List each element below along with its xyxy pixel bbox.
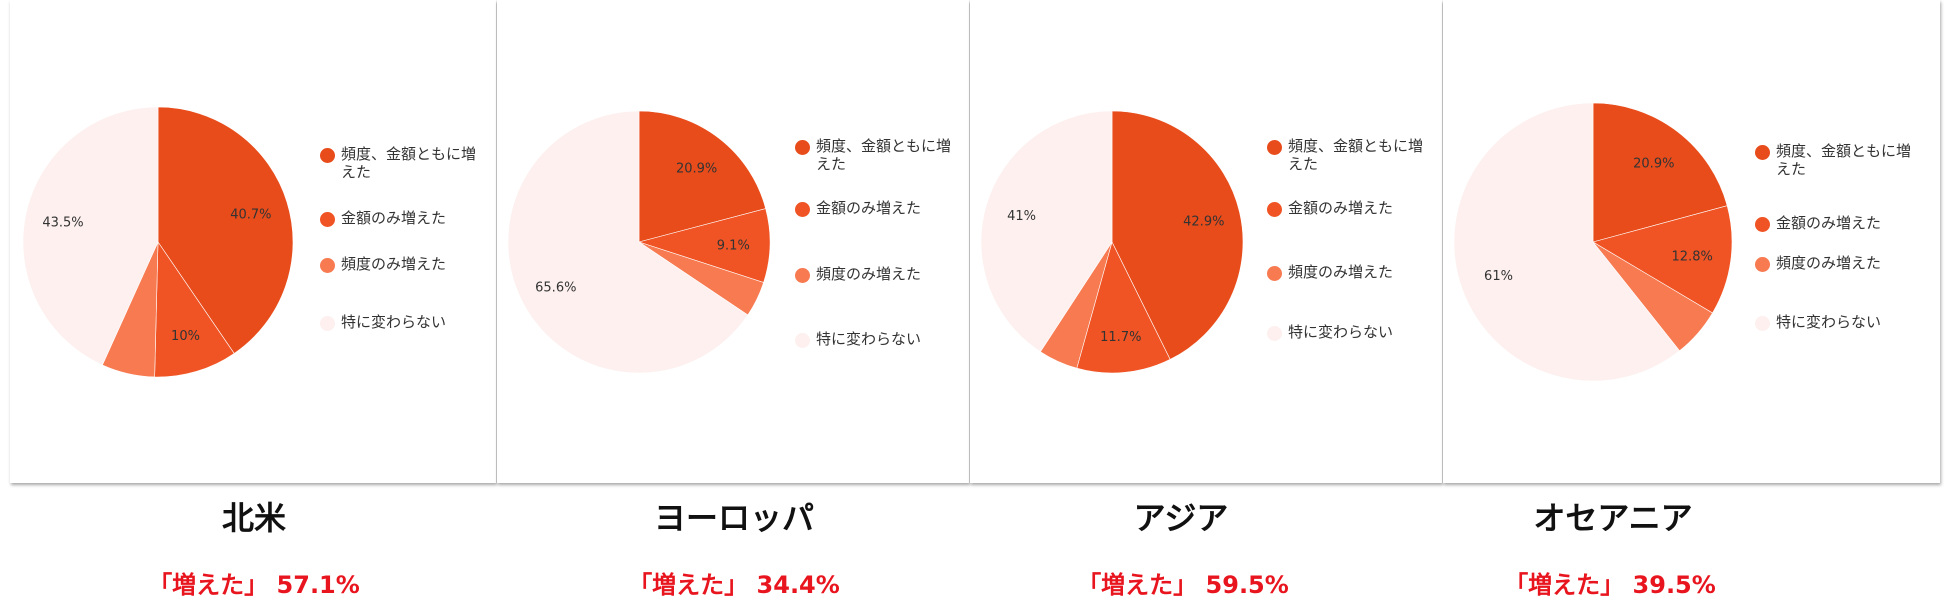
legend-item-oceania-1: 金額のみ増えた [1755, 214, 1911, 232]
legend-label: 特に変わらない [1288, 323, 1394, 341]
pie-chart-asia: 42.9% 11.7% 41% [980, 110, 1244, 374]
pie-chart-oceania: 20.9% 12.8% 61% [1453, 102, 1733, 382]
legend-item-asia-3: 特に変わらない [1267, 323, 1423, 341]
legend-swatch [1267, 140, 1282, 155]
pie-slice-north-america-0 [157, 106, 294, 354]
legend-item-europe-3: 特に変わらない [795, 330, 951, 348]
legend-label: 特に変わらない [341, 313, 447, 331]
legend-item-oceania-0: 頻度、金額ともに増えた [1755, 142, 1911, 178]
pie-slice-europe-3 [507, 110, 749, 374]
legend-swatch [1267, 202, 1282, 217]
legend-item-europe-0: 頻度、金額ともに増えた [795, 137, 951, 173]
pie-slice-oceania-3 [1453, 102, 1680, 382]
pie-panel-north-america: 40.7% 10% 43.5% 頻度、金額ともに増えた金額のみ増えた 頻度のみ増えた 特に… [10, 0, 496, 483]
legend-label: 金額のみ増えた [1288, 199, 1394, 217]
summary-north-america: 「増えた」 57.1% [148, 571, 360, 599]
legend-item-europe-1: 金額のみ増えた [795, 199, 951, 217]
pie-panel-oceania: 20.9% 12.8% 61% 頻度、金額ともに増えた金額のみ増えた 頻度のみ増えた 特に… [1443, 0, 1940, 483]
legend-swatch [1267, 266, 1282, 281]
legend-item-asia-0: 頻度、金額ともに増えた [1267, 137, 1423, 173]
pie-slice-asia-1 [1076, 241, 1171, 374]
pie-slice-label-north-america-3: 43.5% [42, 216, 83, 231]
legend-label: 金額のみ増えた [816, 199, 922, 217]
pie-slice-label-oceania-3: 61% [1484, 269, 1513, 284]
pie-slice-label-north-america-0: 40.7% [230, 207, 271, 222]
legend-label: 特に変わらない [1776, 313, 1882, 331]
summary-oceania: 「増えた」 39.5% [1504, 571, 1716, 599]
legend-swatch [1755, 145, 1770, 160]
pie-slice-oceania-1 [1592, 205, 1733, 314]
legend-item-north-america-3: 特に変わらない [320, 313, 476, 331]
legend-label: 頻度、金額ともに増えた [816, 137, 952, 173]
legend-item-north-america-1: 金額のみ増えた [320, 209, 476, 227]
pie-panel-asia: 42.9% 11.7% 41% 頻度、金額ともに増えた金額のみ増えた 頻度のみ増えた 特に… [970, 0, 1442, 483]
region-title-asia: アジア [1133, 499, 1229, 537]
legend-swatch [320, 212, 335, 227]
pie-slice-label-asia-0: 42.9% [1183, 215, 1224, 230]
legend-item-oceania-2: 頻度のみ増えた [1755, 254, 1911, 272]
legend-label: 頻度のみ増えた [1776, 254, 1882, 272]
legend-swatch [1755, 316, 1770, 331]
pie-slice-label-oceania-1: 12.8% [1672, 250, 1713, 265]
summary-europe: 「増えた」 34.4% [628, 571, 840, 599]
legend-label: 頻度、金額ともに増えた [1288, 137, 1424, 173]
pie-slice-asia-3 [980, 110, 1113, 353]
region-title-north-america: 北米 [221, 499, 286, 537]
legend-label: 頻度、金額ともに増えた [1776, 142, 1912, 178]
pie-slice-label-oceania-0: 20.9% [1633, 157, 1674, 172]
pie-slice-label-asia-1: 11.7% [1100, 330, 1141, 345]
legend-label: 金額のみ増えた [1776, 214, 1882, 232]
legend-swatch [1755, 257, 1770, 272]
legend-item-asia-1: 金額のみ増えた [1267, 199, 1423, 217]
legend-item-europe-2: 頻度のみ増えた [795, 265, 951, 283]
legend-label: 金額のみ増えた [341, 209, 447, 227]
pie-slice-asia-0 [1111, 110, 1244, 360]
pie-panel-europe: 20.9% 9.1% 65.6% 頻度、金額ともに増えた金額のみ増えた 頻度のみ増えた特… [497, 0, 969, 483]
legend-swatch [320, 148, 335, 163]
pie-slice-north-america-3 [22, 106, 159, 366]
region-title-europe: ヨーロッパ [653, 499, 814, 537]
pie-slice-label-north-america-1: 10% [171, 329, 200, 344]
legend-swatch [320, 258, 335, 273]
pie-slice-label-europe-1: 9.1% [717, 239, 750, 254]
pie-slice-north-america-1 [154, 241, 235, 378]
pie-slice-label-asia-3: 41% [1007, 209, 1036, 224]
legend-swatch [795, 202, 810, 217]
legend-item-oceania-3: 特に変わらない [1755, 313, 1911, 331]
legend-swatch [1755, 217, 1770, 232]
legend-label: 頻度、金額ともに増えた [341, 145, 477, 181]
legend-swatch [795, 333, 810, 348]
legend-swatch [795, 140, 810, 155]
legend-label: 特に変わらない [816, 330, 922, 348]
legend-item-north-america-0: 頻度、金額ともに増えた [320, 145, 476, 181]
pie-slice-label-europe-3: 65.6% [535, 280, 576, 295]
pie-slice-europe-0 [638, 110, 767, 243]
pie-chart-europe: 20.9% 9.1% 65.6% [507, 110, 771, 374]
legend-swatch [1267, 326, 1282, 341]
legend-swatch [795, 268, 810, 283]
legend-item-north-america-2: 頻度のみ増えた [320, 255, 476, 273]
legend-swatch [320, 316, 335, 331]
legend-label: 頻度のみ増えた [341, 255, 447, 273]
summary-asia: 「増えた」 59.5% [1077, 571, 1289, 599]
pie-slice-label-europe-0: 20.9% [676, 161, 717, 176]
pie-slice-oceania-0 [1592, 102, 1728, 243]
legend-item-asia-2: 頻度のみ増えた [1267, 263, 1423, 281]
pie-chart-north-america: 40.7% 10% 43.5% [22, 106, 294, 378]
legend-label: 頻度のみ増えた [1288, 263, 1394, 281]
region-title-oceania: オセアニア [1533, 499, 1693, 537]
legend-label: 頻度のみ増えた [816, 265, 922, 283]
